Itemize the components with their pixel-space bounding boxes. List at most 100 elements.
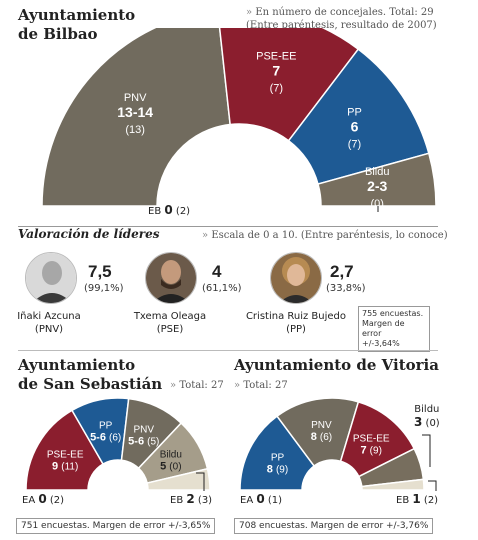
leader-name-ruiz: Cristina Ruiz Bujedo (PP) bbox=[238, 310, 354, 336]
ss-eb-name: EB bbox=[170, 495, 184, 506]
bilbao-note-line2: (Entre paréntesis, resultado de 2007) bbox=[246, 20, 437, 31]
vi-eb-value: 1 bbox=[412, 492, 421, 506]
bilbao-slices bbox=[41, 28, 437, 207]
bilbao-eb-value: 0 bbox=[164, 203, 173, 217]
ss-eb-value: 2 bbox=[186, 492, 195, 506]
leader-name: Txema Oleaga bbox=[133, 311, 207, 322]
ss-sample-box: 751 encuestas. Margen de error +/-3,65% bbox=[16, 518, 216, 534]
vi-sample-box: 708 encuestas. Margen de error +/-3,76% bbox=[234, 518, 434, 534]
leader-party: (PP) bbox=[286, 324, 306, 335]
slice-label-name: PP bbox=[99, 420, 113, 431]
slice-label: 6 bbox=[351, 119, 359, 135]
eb-leader-line bbox=[428, 480, 437, 491]
sample-line2: Margen de error bbox=[362, 319, 405, 338]
vi-bildu-name: Bildu bbox=[414, 404, 440, 415]
sansebastian-title-line1: Ayuntamiento bbox=[18, 356, 136, 374]
vi-bildu-prev: (0) bbox=[425, 418, 440, 429]
arrow-icon: » bbox=[170, 380, 177, 391]
slice-label: 7 bbox=[272, 63, 280, 79]
ss-ea-label: EA 0 (2) bbox=[22, 492, 64, 506]
slice-label: (7) bbox=[270, 83, 283, 95]
vitoria-note-text: Total: 27 bbox=[243, 380, 288, 391]
ss-ea-name: EA bbox=[22, 495, 36, 506]
leader-name-oleaga: Txema Oleaga (PSE) bbox=[120, 310, 220, 336]
slice-label-name: PSE-EE bbox=[47, 450, 84, 461]
vi-bildu-label: Bildu 3 (0) bbox=[414, 404, 440, 429]
leaders-sample-box: 755 encuestas. Margen de error +/-3,64% bbox=[358, 306, 430, 352]
bildu-leader-line bbox=[422, 434, 431, 467]
eb-leader-line bbox=[196, 472, 205, 491]
leader-name-azcuna: Iñaki Azcuna (PNV) bbox=[2, 310, 96, 336]
slice-label-value: 7 (9) bbox=[360, 444, 381, 456]
bilbao-note: » En número de concejales. Total: 29 (En… bbox=[246, 6, 476, 32]
divider bbox=[18, 226, 438, 227]
leader-photo-azcuna bbox=[25, 252, 77, 304]
leader-party: (PNV) bbox=[34, 324, 64, 335]
vi-ea-value: 0 bbox=[256, 492, 265, 506]
slice-label-value: 8 (9) bbox=[267, 464, 288, 476]
leader-party: (PSE) bbox=[156, 324, 184, 335]
vi-eb-prev: (2) bbox=[423, 495, 439, 506]
sansebastian-note: » Total: 27 bbox=[170, 379, 224, 392]
ss-eb-prev: (3) bbox=[197, 495, 213, 506]
divider bbox=[18, 350, 438, 351]
leader-score-ruiz: 2,7 bbox=[330, 262, 354, 281]
sansebastian-title-line2: de San Sebastián bbox=[18, 375, 163, 393]
slice-label: PNV bbox=[124, 92, 147, 104]
arrow-icon: » bbox=[246, 7, 253, 18]
arrow-icon: » bbox=[234, 380, 241, 391]
slice-pse-ee bbox=[25, 409, 105, 491]
leaders-title: Valoración de líderes bbox=[18, 227, 160, 241]
slice-label-name: PNV bbox=[133, 425, 154, 436]
portrait-icon bbox=[26, 253, 76, 303]
sansebastian-note-text: Total: 27 bbox=[179, 380, 224, 391]
leaders-note: » Escala de 0 a 10. (Entre paréntesis, l… bbox=[202, 229, 448, 242]
ss-ea-value: 0 bbox=[38, 492, 47, 506]
sansebastian-slices bbox=[25, 397, 211, 491]
slice-label-value: 5 (0) bbox=[160, 461, 181, 473]
leader-known-ruiz: (33,8%) bbox=[326, 283, 366, 294]
sample-line1: 755 encuestas. bbox=[362, 309, 424, 318]
slice-eb bbox=[146, 467, 211, 491]
slice-label: Bildu bbox=[365, 166, 389, 178]
bilbao-eb-prev: (2) bbox=[175, 206, 191, 217]
slice-label: 13-14 bbox=[117, 104, 153, 120]
leader-name: Iñaki Azcuna bbox=[17, 311, 81, 322]
vi-eb-name: EB bbox=[396, 495, 410, 506]
vitoria-title: Ayuntamiento de Vitoria bbox=[234, 356, 439, 374]
slice-label-name: PSE-EE bbox=[353, 433, 390, 444]
slice-label-name: PNV bbox=[311, 420, 332, 431]
leader-score-azcuna: 7,5 bbox=[88, 262, 112, 281]
slice-label: 2-3 bbox=[367, 178, 387, 194]
bilbao-eb-name: EB bbox=[148, 206, 162, 217]
bilbao-title-line2: de Bilbao bbox=[18, 25, 98, 43]
slice-label-value: 5-6 (6) bbox=[90, 431, 121, 443]
slice-label: PSE-EE bbox=[256, 51, 296, 63]
portrait-icon bbox=[271, 253, 321, 303]
leader-photo-oleaga bbox=[145, 252, 197, 304]
slice-label-value: 9 (11) bbox=[52, 461, 78, 473]
arrow-icon: » bbox=[202, 230, 209, 241]
bilbao-title-line1: Ayuntamiento bbox=[18, 6, 136, 24]
leader-name: Cristina Ruiz Bujedo bbox=[245, 311, 347, 322]
ss-ea-prev: (2) bbox=[49, 495, 65, 506]
slice-label-value: 5-6 (5) bbox=[128, 436, 159, 448]
vitoria-slices bbox=[239, 397, 425, 491]
vitoria-note: » Total: 27 bbox=[234, 379, 288, 392]
slice-label-name: PP bbox=[271, 453, 285, 464]
leader-score-oleaga: 4 bbox=[212, 262, 222, 281]
slice-eb bbox=[360, 478, 425, 491]
slice-label: (7) bbox=[348, 139, 361, 151]
bilbao-note-line1: En número de concejales. Total: 29 bbox=[255, 7, 434, 18]
leader-photo-ruiz bbox=[270, 252, 322, 304]
slice-label: PP bbox=[347, 107, 362, 119]
slice-pnv bbox=[41, 28, 231, 207]
leaders-note-text: Escala de 0 a 10. (Entre paréntesis, lo … bbox=[211, 230, 448, 241]
vi-bildu-value: 3 bbox=[414, 415, 423, 429]
vi-ea-label: EA 0 (1) bbox=[240, 492, 282, 506]
sample-line3: +/-3,64% bbox=[362, 339, 400, 348]
